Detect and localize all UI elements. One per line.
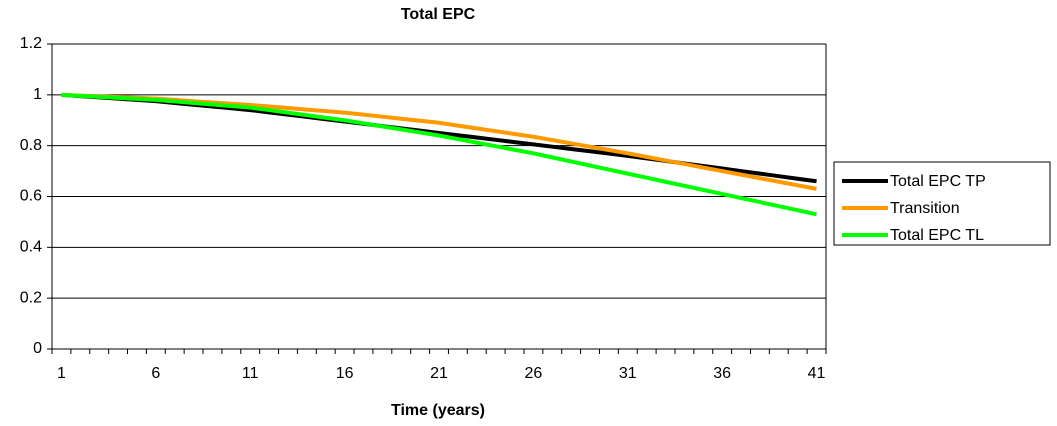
- x-axis-label: Time (years): [391, 402, 485, 419]
- y-tick-label: 0: [33, 340, 42, 357]
- x-tick-label: 26: [524, 365, 542, 382]
- x-tick-label: 11: [242, 365, 259, 382]
- x-tick-label: 36: [713, 365, 731, 382]
- legend-label: Transition: [890, 200, 960, 217]
- series-line: [61, 92, 817, 191]
- y-tick-label: 0.4: [20, 239, 42, 256]
- y-tick-label: 0.8: [20, 137, 42, 154]
- x-tick-label: 21: [430, 365, 448, 382]
- y-tick-label: 0.2: [20, 289, 42, 306]
- y-tick-label: 1: [33, 86, 42, 103]
- chart-title: Total EPC: [401, 6, 476, 23]
- x-tick-label: 1: [57, 365, 66, 382]
- legend-box: [833, 161, 1051, 246]
- y-tick-label: 1.2: [20, 35, 42, 52]
- series-line: [61, 92, 817, 217]
- x-tick-label: 16: [336, 365, 354, 382]
- legend-label: Total EPC TL: [890, 227, 984, 244]
- legend-label: Total EPC TP: [890, 173, 986, 190]
- x-tick-label: 31: [619, 365, 637, 382]
- y-tick-label: 0.6: [20, 188, 42, 205]
- x-tick-label: 41: [808, 365, 826, 382]
- x-tick-label: 6: [151, 365, 160, 382]
